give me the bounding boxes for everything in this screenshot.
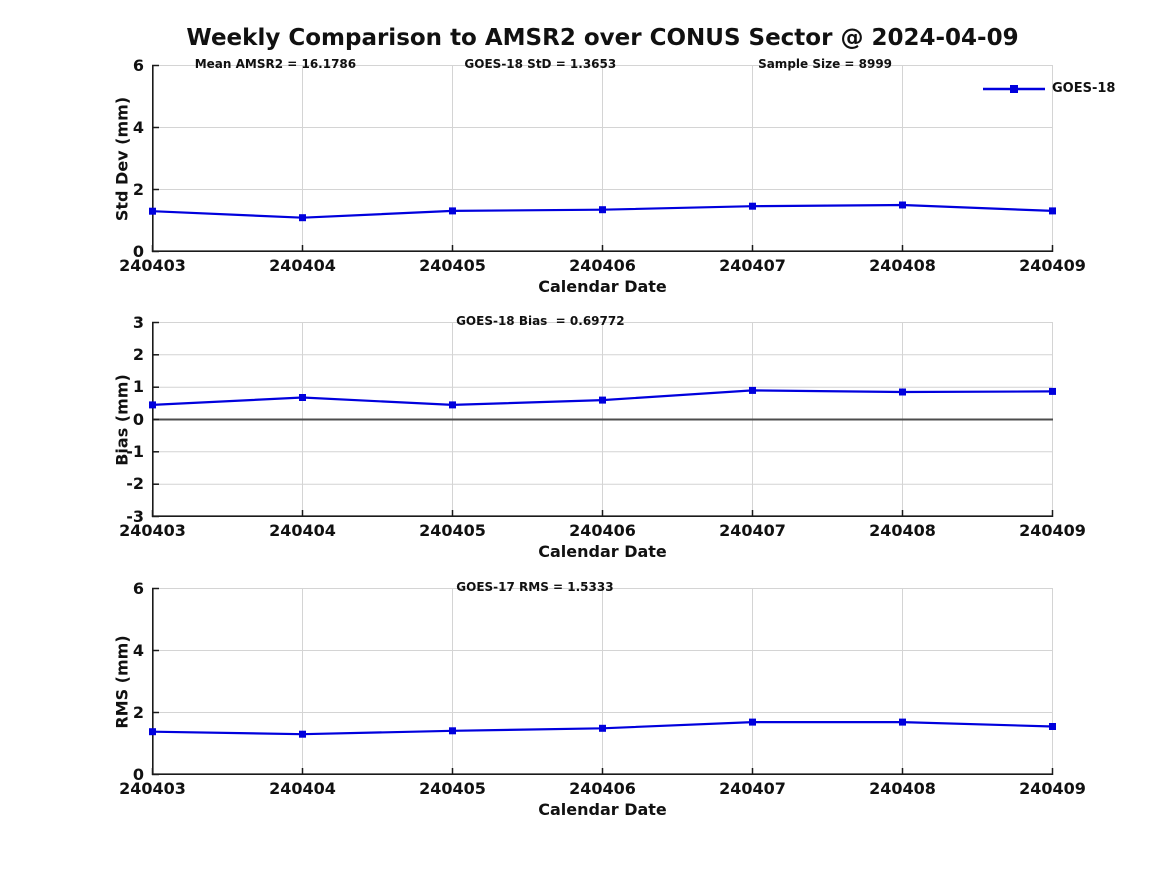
y-tick-label: 1 xyxy=(132,377,144,397)
x-tick-label: 240406 xyxy=(569,256,636,275)
goes-18-marker xyxy=(1049,387,1056,395)
x-tick-label: 240408 xyxy=(869,256,936,275)
legend: GOES-18 xyxy=(983,81,1115,96)
goes-18-marker xyxy=(449,727,456,735)
annotation: GOES-18 StD = 1.3653 xyxy=(464,57,617,71)
x-tick-label: 240409 xyxy=(1019,256,1086,275)
y-tick-label: -3 xyxy=(126,506,144,526)
x-tick-label: 240403 xyxy=(119,521,186,540)
x-axis-label: Calendar Date xyxy=(538,277,667,296)
goes-18-marker xyxy=(749,202,756,210)
goes-18-marker xyxy=(749,386,756,394)
goes-18-marker xyxy=(149,401,156,409)
figure-title: Weekly Comparison to AMSR2 over CONUS Se… xyxy=(186,25,1019,51)
plot-rms: 240403 240404 240405 240406 240407 240408 2404… xyxy=(113,579,1086,819)
goes-18-marker xyxy=(299,730,306,738)
x-axis-label: Calendar Date xyxy=(538,800,667,819)
y-tick-label: -2 xyxy=(126,474,144,494)
goes-18-marker xyxy=(1049,207,1056,215)
y-tick-label: -1 xyxy=(126,441,144,461)
x-tick-label: 240408 xyxy=(869,779,936,798)
y-tick-label: 0 xyxy=(132,764,144,784)
legend-label: GOES-18 xyxy=(1052,81,1116,96)
goes-18-marker xyxy=(1049,723,1056,730)
annotation: Mean AMSR2 = 16.1786 xyxy=(194,57,357,71)
y-tick-label: 2 xyxy=(132,179,144,199)
y-tick-label: 0 xyxy=(132,409,144,429)
legend-line-sample xyxy=(983,84,1045,93)
x-tick-label: 240403 xyxy=(119,256,186,275)
goes-18-marker xyxy=(449,401,456,409)
x-tick-label: 240406 xyxy=(569,521,636,540)
y-tick-label: 4 xyxy=(132,640,144,660)
x-axis-label: Calendar Date xyxy=(538,542,667,561)
y-tick-label: 6 xyxy=(132,55,144,75)
rms-canvas xyxy=(149,587,1056,776)
x-tick-label: 240408 xyxy=(869,521,936,540)
x-tick-label: 240407 xyxy=(719,779,786,798)
x-tick-label: 240409 xyxy=(1019,521,1086,540)
annotation: Sample Size = 8999 xyxy=(758,57,893,71)
x-tick-label: 240405 xyxy=(419,256,486,275)
x-tick-label: 240405 xyxy=(419,521,486,540)
y-tick-label: 2 xyxy=(132,702,144,722)
y-axis-label: RMS (mm) xyxy=(112,634,132,729)
goes-18-marker xyxy=(599,396,606,404)
y-tick-label: 2 xyxy=(132,344,144,364)
x-tick-label: 240403 xyxy=(119,779,186,798)
goes-18-marker xyxy=(149,207,156,215)
y-axis-label: Std Dev (mm) xyxy=(112,96,132,221)
x-tick-label: 240407 xyxy=(719,256,786,275)
x-tick-label: 240405 xyxy=(419,779,486,798)
bias-canvas xyxy=(149,321,1056,518)
y-tick-label: 6 xyxy=(132,578,144,598)
x-tick-label: 240407 xyxy=(719,521,786,540)
y-tick-label: 4 xyxy=(132,117,144,137)
y-tick-label: 3 xyxy=(132,312,144,332)
y-axis-label: Bias (mm) xyxy=(112,373,132,466)
plot-bias: 240403 240404 240405 240406 240407 240408 2404… xyxy=(113,313,1086,561)
goes-18-marker xyxy=(449,207,456,215)
goes-18-marker xyxy=(749,718,756,726)
goes-18-marker xyxy=(299,214,306,222)
goes-18-marker xyxy=(899,201,906,209)
annotation: GOES-17 RMS = 1.5333 xyxy=(456,580,614,594)
x-tick-label: 240409 xyxy=(1019,779,1086,798)
goes-18-marker xyxy=(899,718,906,726)
annotation: GOES-18 Bias = 0.69772 xyxy=(456,314,625,328)
goes-18-marker xyxy=(899,388,906,396)
goes-18-marker xyxy=(599,724,606,732)
x-tick-label: 240404 xyxy=(269,256,336,275)
std-dev-canvas xyxy=(149,64,1056,253)
legend-square-marker-icon xyxy=(1010,84,1018,93)
plot-stddev: 240403 240404 240405 240406 240407 240408 2404… xyxy=(113,56,1086,296)
goes-18-marker xyxy=(299,394,306,401)
x-tick-label: 240404 xyxy=(269,779,336,798)
x-tick-label: 240404 xyxy=(269,521,336,540)
goes-18-marker xyxy=(149,728,156,736)
x-tick-label: 240406 xyxy=(569,779,636,798)
y-tick-label: 0 xyxy=(132,241,144,261)
goes-18-marker xyxy=(599,206,606,214)
